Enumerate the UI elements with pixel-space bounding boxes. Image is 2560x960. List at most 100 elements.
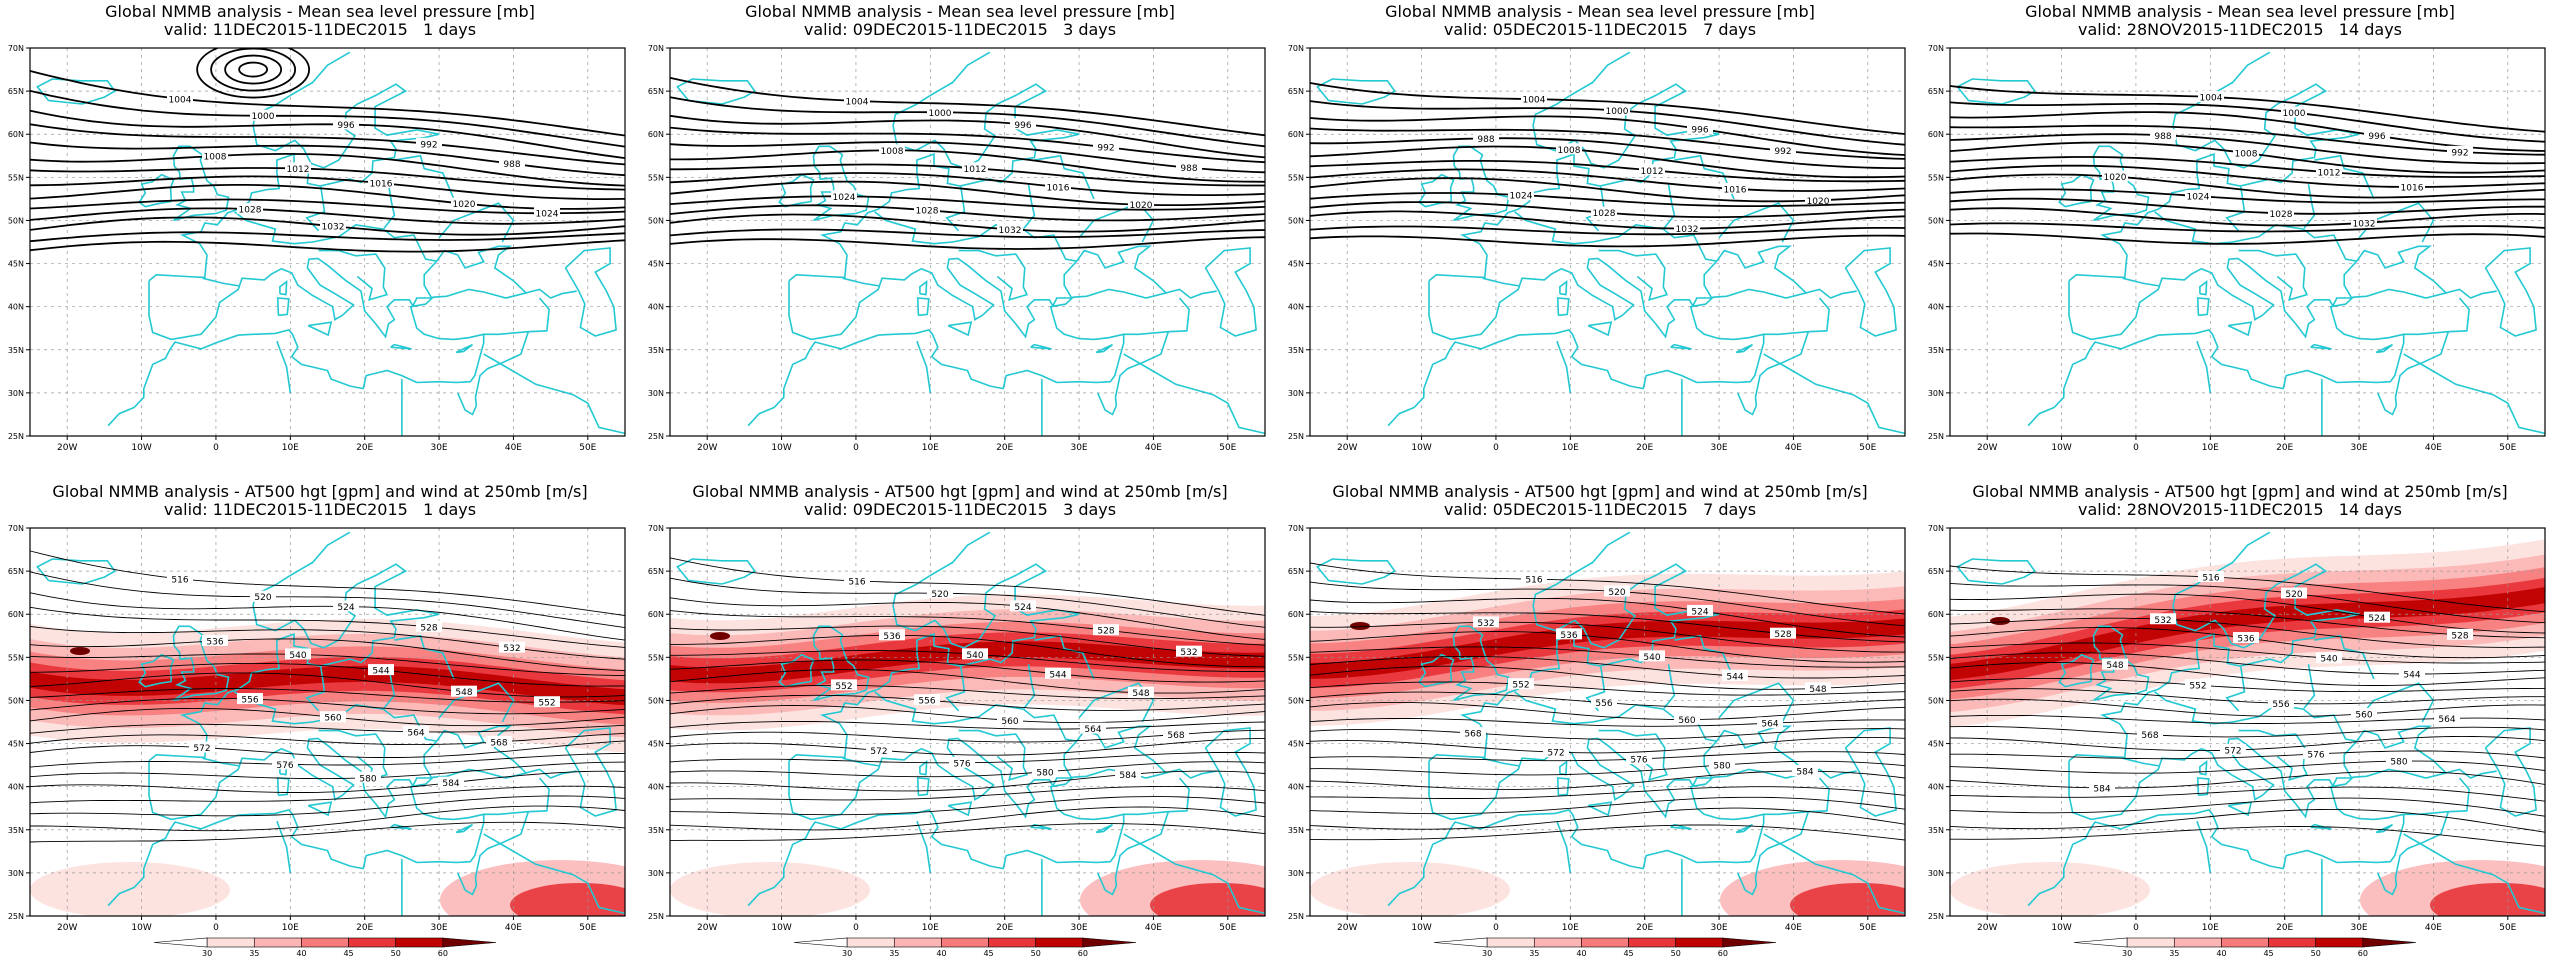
lon-tick-label: 20W — [57, 443, 77, 453]
lon-tick-label: 50E — [1859, 443, 1876, 453]
lat-tick-label: 70N — [1928, 44, 1944, 53]
contour-label: 524 — [2368, 614, 2385, 624]
map-axes: 20W 10W 0 10E 20E 30E 40E 50E 25N 30N 35N 40N 45N 50N… — [1288, 524, 1877, 933]
map-canvas: 1004 1000 996 992 988 1008 1012 1016 1020 1024 102… — [1928, 44, 2546, 453]
coastlines — [1956, 51, 2545, 436]
contour-label: 1012 — [964, 165, 987, 175]
contour-label: 1020 — [1130, 201, 1153, 211]
contour-label: 528 — [2451, 631, 2468, 641]
lon-tick-label: 0 — [213, 443, 219, 453]
lat-tick-label: 70N — [1928, 524, 1944, 533]
lat-tick-label: 25N — [648, 432, 664, 441]
lat-tick-label: 50N — [648, 696, 664, 705]
contour-label: 516 — [1525, 576, 1542, 586]
lon-tick-label: 30E — [1710, 923, 1727, 933]
contour-label: 544 — [1049, 670, 1066, 680]
map-panel-1: Global NMMB analysis - Mean sea level pr… — [0, 0, 640, 480]
contour-label: 532 — [2154, 616, 2171, 626]
contour-label: 992 — [2451, 148, 2468, 158]
contour-label: 532 — [1180, 648, 1197, 658]
lat-tick-label: 30N — [1928, 869, 1944, 878]
contour-label: 1028 — [2270, 210, 2293, 220]
contour-label: 540 — [1643, 653, 1660, 663]
contour-label: 1020 — [2104, 173, 2127, 183]
contour-label: 540 — [289, 651, 306, 661]
panel-valid-period: valid: 11DEC2015-11DEC2015 1 days — [163, 20, 477, 39]
lat-tick-label: 35N — [1928, 826, 1944, 835]
colorbar-tick-label: 35 — [889, 949, 899, 958]
contour-label: 1032 — [1676, 225, 1699, 235]
contour-label: 1000 — [1606, 107, 1629, 117]
lat-tick-label: 45N — [1288, 740, 1304, 749]
colorbar-tick-label: 40 — [936, 949, 946, 958]
contour-label: 1004 — [169, 95, 192, 105]
contour-label: 568 — [490, 738, 507, 748]
lon-tick-label: 10E — [922, 443, 939, 453]
panel-title: Global NMMB analysis - AT500 hgt [gpm] a… — [1972, 482, 2508, 501]
lat-tick-label: 30N — [648, 389, 664, 398]
map-canvas: 516 520 524 528 532 536 540 544 548 552 556 560 564 5… — [1288, 524, 1906, 958]
lat-tick-label: 70N — [8, 44, 24, 53]
lat-tick-label: 60N — [1288, 610, 1304, 619]
lat-tick-label: 60N — [1928, 610, 1944, 619]
contour-label: 584 — [442, 779, 459, 789]
lat-tick-label: 55N — [648, 653, 664, 662]
lat-tick-label: 40N — [648, 303, 664, 312]
lon-tick-label: 10E — [1562, 923, 1579, 933]
lat-tick-label: 50N — [1288, 696, 1304, 705]
lat-tick-label: 25N — [1928, 432, 1944, 441]
map-axes: 20W 10W 0 10E 20E 30E 40E 50E 25N 30N 35N 40N 45N 50N… — [8, 524, 597, 933]
contour-label: 584 — [1796, 768, 1813, 778]
map-axes: 20W 10W 0 10E 20E 30E 40E 50E 25N 30N 35N 40N 45N 50N… — [1928, 524, 2517, 933]
lon-tick-label: 50E — [1859, 923, 1876, 933]
lon-tick-label: 20W — [697, 443, 717, 453]
contour-label: 1012 — [287, 165, 310, 175]
lat-tick-label: 45N — [1928, 740, 1944, 749]
map-panel-6: Global NMMB analysis - AT500 hgt [gpm] a… — [640, 480, 1280, 960]
contour-label: 516 — [2202, 574, 2219, 584]
panel-valid-period: valid: 09DEC2015-11DEC2015 3 days — [803, 20, 1117, 39]
lat-tick-label: 70N — [8, 524, 24, 533]
lat-tick-label: 55N — [8, 173, 24, 182]
contour-label: 1008 — [2235, 150, 2258, 160]
lon-tick-label: 0 — [1493, 923, 1499, 933]
contour-label: 992 — [1774, 147, 1791, 157]
colorbar-tick-label: 30 — [202, 949, 212, 958]
lon-tick-label: 30E — [2350, 923, 2367, 933]
contour-label: 992 — [1097, 144, 1114, 154]
contour-label: 556 — [918, 697, 935, 707]
jet-stream-shading — [30, 618, 625, 916]
contour-label: 548 — [455, 688, 472, 698]
lat-tick-label: 60N — [648, 130, 664, 139]
lat-tick-label: 45N — [8, 260, 24, 269]
lat-tick-label: 50N — [8, 216, 24, 225]
contour-label: 520 — [2285, 590, 2302, 600]
lat-tick-label: 65N — [648, 567, 664, 576]
lon-tick-label: 10E — [2202, 923, 2219, 933]
colorbar-tick-label: 50 — [2311, 949, 2321, 958]
contour-label: 1008 — [881, 147, 904, 157]
lon-tick-label: 20W — [697, 923, 717, 933]
panel-title: Global NMMB analysis - AT500 hgt [gpm] a… — [52, 482, 588, 501]
map-panel-5: Global NMMB analysis - AT500 hgt [gpm] a… — [0, 480, 640, 960]
lon-tick-label: 20W — [1977, 443, 1997, 453]
contour-label: 564 — [2438, 715, 2455, 725]
lon-tick-label: 40E — [1145, 923, 1162, 933]
lat-tick-label: 70N — [1288, 44, 1304, 53]
contour-label: 528 — [1097, 627, 1114, 637]
lat-tick-label: 70N — [648, 44, 664, 53]
contour-label: 988 — [1180, 164, 1197, 174]
lat-tick-label: 45N — [648, 740, 664, 749]
contour-label: 572 — [193, 744, 210, 754]
lat-tick-label: 65N — [1288, 567, 1304, 576]
lat-tick-label: 55N — [1288, 173, 1304, 182]
contour-label: 1000 — [2283, 109, 2306, 119]
lat-tick-label: 60N — [648, 610, 664, 619]
colorbar-tick-label: 35 — [249, 949, 259, 958]
lat-lon-grid — [1950, 528, 2545, 916]
lon-tick-label: 50E — [1219, 923, 1236, 933]
contour-label: 552 — [2189, 682, 2206, 692]
panel-valid-period: valid: 28NOV2015-11DEC2015 14 days — [2077, 500, 2403, 519]
lat-tick-label: 65N — [1928, 87, 1944, 96]
panel-valid-period: valid: 11DEC2015-11DEC2015 1 days — [163, 500, 477, 519]
